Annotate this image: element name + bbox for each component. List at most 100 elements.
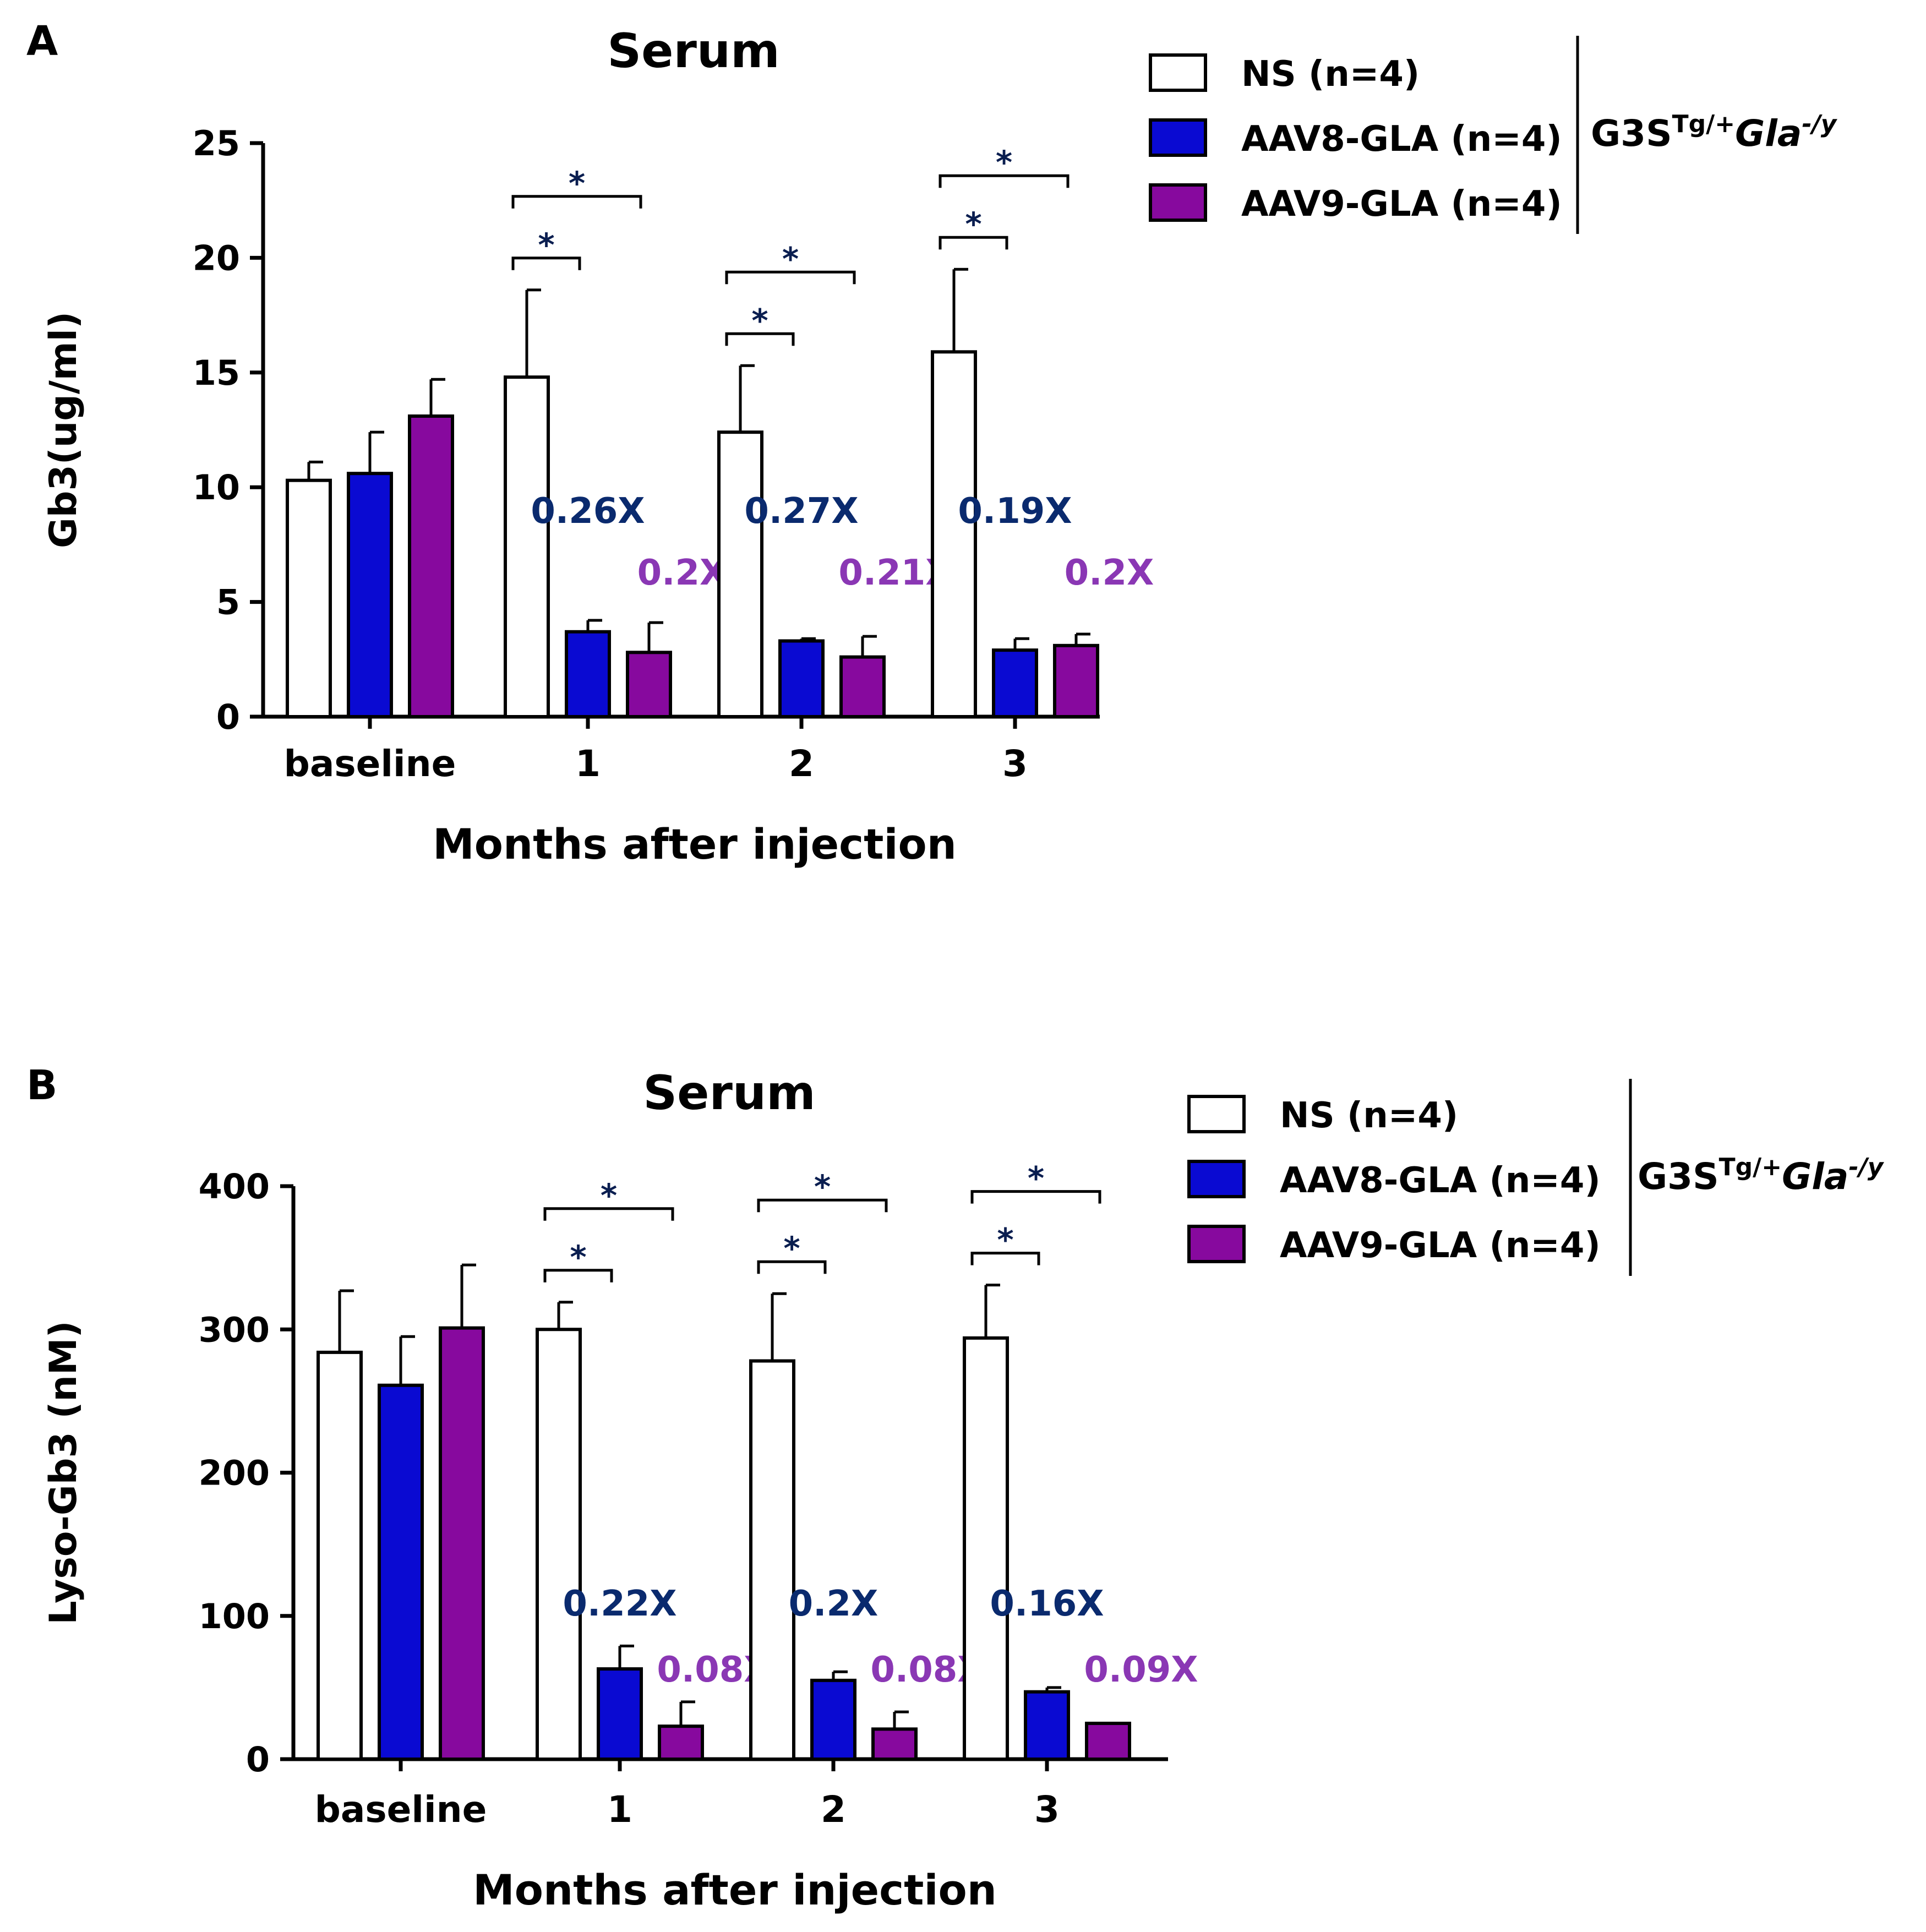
legend-swatch	[1149, 118, 1207, 157]
fold-change-label-aav9: 0.09X	[1084, 1650, 1198, 1690]
y-axis-title: Lyso-Gb3 (nM)	[42, 1320, 85, 1624]
panel-label: A	[26, 18, 58, 65]
legend-swatch	[1187, 1095, 1246, 1133]
bar	[931, 350, 977, 718]
bar	[749, 1359, 795, 1761]
significance-star: *	[783, 1230, 800, 1267]
fold-change-label-aav9: 0.2X	[1065, 553, 1154, 593]
fold-change-label-aav8: 0.22X	[563, 1584, 676, 1624]
bar	[871, 1727, 918, 1761]
bar	[347, 472, 393, 719]
fold-change-label-aav8: 0.16X	[990, 1584, 1104, 1624]
legend-swatch	[1187, 1160, 1246, 1198]
genotype-sup2: -/y	[1802, 110, 1837, 138]
bar	[536, 1328, 582, 1761]
bar	[658, 1724, 704, 1761]
x-category-label: baseline	[284, 743, 456, 785]
significance-bracket	[939, 174, 1070, 188]
legend-label: AAV8-GLA (n=4)	[1241, 119, 1562, 160]
y-tick-label: 0	[216, 697, 240, 737]
legend-label: AAV8-GLA (n=4)	[1280, 1160, 1601, 1201]
significance-bracket	[757, 1260, 827, 1274]
legend-swatch	[1187, 1225, 1246, 1263]
x-category-label: 3	[1034, 1788, 1060, 1831]
bar	[565, 630, 611, 719]
bar	[778, 639, 825, 719]
bar	[626, 651, 672, 719]
y-tick-label: 20	[193, 238, 240, 278]
y-tick-label: 200	[199, 1453, 270, 1493]
bar	[408, 414, 454, 718]
genotype-sup1: Tg/+	[1672, 110, 1735, 138]
bar	[992, 648, 1038, 719]
x-category-label: 2	[789, 743, 814, 785]
chart-title: Serum	[607, 24, 780, 79]
chart-panel-a: A Serum 0 5 10 15 20 25 Gb3(ug/ml) Months after i…	[26, 18, 1838, 869]
significance-star: *	[538, 226, 554, 264]
significance-bracket	[511, 195, 642, 209]
y-tick-label: 100	[199, 1596, 270, 1636]
legend-label: NS (n=4)	[1241, 54, 1420, 95]
significance-star: *	[569, 165, 585, 202]
legend-label: AAV9-GLA (n=4)	[1241, 184, 1562, 225]
fold-change-label-aav9: 0.2X	[637, 553, 727, 593]
y-tick-label: 300	[199, 1309, 270, 1350]
bar	[317, 1350, 363, 1761]
x-axis-title: Months after injection	[433, 820, 957, 869]
bar	[1053, 643, 1099, 718]
genotype-base: G3S	[1638, 1155, 1719, 1198]
legend-swatch	[1149, 53, 1207, 92]
genotype-label: G3STg/+Gla-/y	[1591, 110, 1838, 155]
fold-change-label-aav8: 0.19X	[958, 491, 1072, 532]
x-category-label: 1	[575, 743, 601, 785]
significance-star: *	[1028, 1160, 1044, 1197]
bar	[597, 1667, 643, 1761]
x-category-label: 2	[821, 1788, 846, 1831]
significance-star: *	[996, 144, 1012, 181]
significance-star: *	[751, 302, 768, 339]
legend-label: AAV9-GLA (n=4)	[1280, 1225, 1601, 1266]
fold-change-label-aav8: 0.27X	[744, 491, 858, 532]
genotype-sup1: Tg/+	[1719, 1153, 1782, 1181]
y-axis-title: Gb3(ug/ml)	[42, 312, 85, 548]
genotype-italic: Gla	[1735, 112, 1802, 155]
x-category-label: 3	[1002, 743, 1028, 785]
panel-label: B	[26, 1062, 57, 1109]
significance-star: *	[997, 1221, 1013, 1259]
bar	[810, 1678, 856, 1761]
significance-bracket	[970, 1190, 1101, 1204]
genotype-base: G3S	[1591, 112, 1672, 155]
genotype-label: G3STg/+Gla-/y	[1638, 1153, 1885, 1198]
y-tick-label: 5	[216, 582, 240, 623]
y-tick-label: 25	[193, 123, 240, 163]
bar	[504, 375, 550, 718]
significance-bracket	[543, 1207, 674, 1221]
significance-star: *	[965, 205, 981, 243]
y-tick-label: 15	[193, 353, 240, 393]
chart-panel-b: B Serum 0 100 200 300 400 Lyso-Gb3 (nM) Months a…	[26, 1062, 1885, 1914]
significance-star: *	[601, 1177, 617, 1214]
legend: NS (n=4) AAV8-GLA (n=4) AAV9-GLA (n=4) G3ST…	[1149, 36, 1838, 234]
bar	[839, 655, 886, 718]
significance-bracket	[725, 332, 795, 346]
chart-title: Serum	[643, 1066, 816, 1121]
legend: NS (n=4) AAV8-GLA (n=4) AAV9-GLA (n=4) G3ST…	[1187, 1079, 1885, 1276]
bar	[963, 1336, 1009, 1761]
genotype-sup2: -/y	[1848, 1153, 1884, 1181]
significance-star: *	[570, 1238, 586, 1276]
y-tick-label: 400	[199, 1166, 270, 1207]
bar	[1024, 1690, 1070, 1761]
genotype-italic: Gla	[1782, 1155, 1848, 1198]
significance-bracket	[543, 1269, 613, 1282]
x-axis-title: Months after injection	[473, 1865, 997, 1914]
bar	[378, 1383, 424, 1761]
significance-bracket	[725, 270, 856, 285]
bar	[1085, 1721, 1131, 1761]
y-tick-label: 0	[246, 1739, 270, 1780]
significance-star: *	[814, 1168, 831, 1205]
significance-bracket	[511, 256, 581, 270]
significance-bracket	[970, 1252, 1040, 1265]
fold-change-label-aav8: 0.26X	[531, 491, 645, 532]
y-tick-label: 10	[193, 467, 240, 507]
